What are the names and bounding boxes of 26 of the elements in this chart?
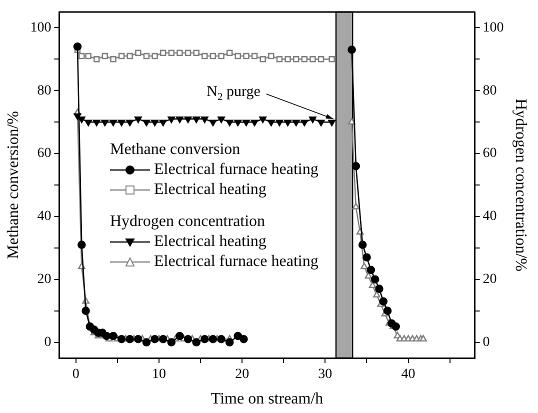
y-tick-label: 0	[44, 334, 52, 350]
x-tick-label: 20	[235, 367, 250, 382]
x-tick-label: 30	[318, 367, 332, 382]
y2-axis-title: Hydrogen concentration/%	[512, 98, 530, 272]
legend-label: Electrical furnace heating	[154, 253, 318, 270]
y2-tick-label: 80	[482, 83, 497, 98]
y2-tick-label: 20	[482, 272, 497, 288]
y2-tick-label: 100	[482, 20, 504, 36]
y2-tick-label: 60	[482, 146, 497, 162]
y-tick-label: 80	[37, 83, 52, 98]
x-axis-title: Time on stream/h	[210, 390, 324, 408]
y-tick-label: 20	[37, 272, 52, 288]
y-axis-title: Methane conversion/%	[4, 111, 22, 259]
annotation: Methane conversion	[110, 140, 242, 160]
y-tick-label: 100	[30, 20, 52, 36]
legend-label: Electrical furnace heating	[154, 161, 318, 178]
y2-tick-label: 40	[482, 209, 497, 224]
x-tick-label: 40	[401, 367, 416, 382]
legend-label: Electrical heating	[154, 181, 266, 198]
y-tick-label: 40	[37, 209, 52, 224]
y2-tick-label: 0	[482, 334, 490, 350]
annotation: Hydrogen concentration	[110, 212, 266, 232]
x-tick-label: 10	[152, 367, 166, 382]
legend-label: Electrical heating	[154, 233, 266, 250]
x-tick-label: 0	[72, 367, 80, 382]
y-tick-label: 60	[37, 146, 52, 162]
